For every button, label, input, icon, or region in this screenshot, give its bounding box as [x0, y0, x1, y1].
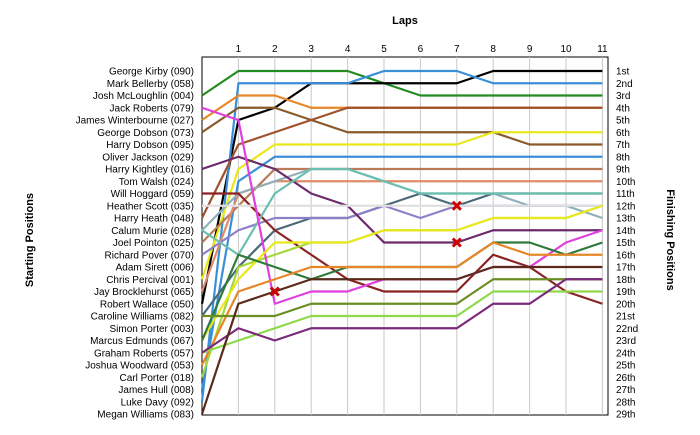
- starting-position-label: James Winterbourne (027): [76, 116, 194, 127]
- finishing-position-label: 14th: [616, 226, 635, 237]
- driver-line: [200, 69, 603, 402]
- driver-line: [201, 155, 603, 244]
- x-tick-label: 6: [418, 44, 424, 55]
- x-axis-title: Laps: [392, 15, 418, 27]
- starting-position-label: Robert Wallace (050): [100, 299, 194, 310]
- driver-line: [201, 290, 603, 354]
- starting-position-label: Megan Williams (083): [97, 410, 194, 421]
- starting-position-label: Simon Porter (003): [110, 324, 194, 335]
- starting-position-label: Jay Brocklehurst (065): [94, 287, 194, 298]
- starting-position-label: Jack Roberts (079): [110, 103, 194, 114]
- driver-line: [201, 106, 603, 146]
- driver-line: [200, 155, 603, 390]
- x-tick-label: 11: [597, 44, 608, 55]
- finishing-position-label: 11th: [616, 189, 635, 200]
- starting-position-label: James Hull (008): [118, 385, 194, 396]
- finishing-position-label: 6th: [616, 128, 630, 139]
- finishing-position-label: 3rd: [616, 91, 630, 102]
- starting-position-label: Carl Porter (018): [120, 373, 194, 384]
- finishing-position-label: 26th: [616, 373, 635, 384]
- starting-position-label: Oliver Jackson (029): [102, 152, 194, 163]
- finishing-position-label: 20th: [616, 299, 635, 310]
- starting-position-label: Josh McLoughlin (004): [93, 91, 194, 102]
- finishing-position-label: 9th: [616, 165, 630, 176]
- starting-position-label: Harry Dobson (095): [106, 140, 194, 151]
- starting-position-label: George Kirby (090): [109, 67, 194, 78]
- finishing-position-label: 19th: [616, 287, 635, 298]
- grid-lines: [237, 57, 603, 415]
- driver-line: [201, 167, 603, 244]
- finishing-position-label: 12th: [616, 201, 635, 212]
- finishing-position-label: 16th: [616, 250, 635, 261]
- starting-position-label: Will Hoggard (059): [111, 189, 194, 200]
- starting-position-label: Calum Murie (028): [111, 226, 194, 237]
- finishing-position-label: 10th: [616, 177, 635, 188]
- driver-line: [202, 278, 603, 318]
- incident-marker: [451, 237, 462, 248]
- starting-position-label: Tom Walsh (024): [119, 177, 194, 188]
- driver-line: [200, 131, 603, 280]
- finishing-position-label: 23rd: [616, 336, 636, 347]
- starting-position-label: Adam Sirett (006): [116, 263, 194, 274]
- incident-marker: [451, 200, 462, 211]
- incident-markers: [269, 200, 462, 297]
- x-tick-label: 2: [272, 44, 278, 55]
- finishing-position-label: 28th: [616, 397, 635, 408]
- x-tick-label: 10: [560, 44, 572, 55]
- driver-line: [201, 278, 603, 354]
- starting-position-label: Graham Roberts (057): [94, 348, 194, 359]
- driver-line: [200, 69, 603, 304]
- finishing-position-label: 17th: [616, 263, 635, 274]
- starting-position-label: Luke Davy (092): [121, 397, 194, 408]
- finishing-position-label: 15th: [616, 238, 635, 249]
- driver-line: [200, 265, 603, 415]
- starting-position-label: Joshua Woodward (053): [85, 361, 194, 372]
- starting-position-label: Harry Kightley (016): [105, 165, 194, 176]
- finishing-position-label: 7th: [616, 140, 630, 151]
- x-tick-label: 5: [381, 44, 387, 55]
- finishing-position-label: 5th: [616, 116, 630, 127]
- x-tick-label: 1: [236, 44, 242, 55]
- driver-line: [201, 204, 603, 342]
- finishing-position-label: 25th: [616, 361, 635, 372]
- finishing-position-label: 13th: [616, 214, 635, 225]
- starting-position-label: George Dobson (073): [97, 128, 194, 139]
- finishing-position-label: 24th: [616, 348, 635, 359]
- x-tick-label: 7: [454, 44, 460, 55]
- driver-line: [202, 192, 603, 305]
- starting-position-label: Mark Bellerby (058): [107, 79, 194, 90]
- finishing-position-label: 2nd: [616, 79, 633, 90]
- starting-position-label: Chris Percival (001): [106, 275, 194, 286]
- finishing-position-label: 29th: [616, 410, 635, 421]
- finishing-position-label: 8th: [616, 152, 630, 163]
- x-tick-labels: 1 2 3 4 5 6 7 8 9 10 11: [236, 44, 608, 55]
- driver-line: [201, 106, 603, 219]
- x-tick-label: 4: [345, 44, 351, 55]
- starting-position-label: Harry Heath (048): [114, 214, 194, 225]
- starting-position-label: Caroline Williams (082): [91, 312, 194, 323]
- starting-position-label: Joel Pointon (025): [113, 238, 194, 249]
- driver-line: [201, 241, 603, 366]
- finishing-position-label: 4th: [616, 103, 630, 114]
- x-tick-label: 3: [308, 44, 314, 55]
- starting-position-labels: George Kirby (090)Mark Bellerby (058)Jos…: [76, 67, 194, 421]
- x-tick-label: 9: [527, 44, 533, 55]
- driver-lines: [200, 69, 603, 415]
- driver-line: [201, 167, 603, 256]
- incident-marker: [269, 286, 280, 297]
- x-tick-label: 8: [490, 44, 496, 55]
- y-axis-title-left: Starting Positions: [24, 193, 36, 287]
- finishing-position-label: 1st: [616, 67, 630, 78]
- starting-position-label: Richard Pover (070): [105, 250, 194, 261]
- starting-position-label: Marcus Edmunds (067): [90, 336, 194, 347]
- y-axis-title-right: Finishing Positions: [664, 189, 676, 290]
- finishing-position-label: 18th: [616, 275, 635, 286]
- finishing-position-label: 21st: [616, 312, 635, 323]
- driver-line: [201, 69, 603, 97]
- finishing-position-label: 22nd: [616, 324, 638, 335]
- finishing-position-label: 27th: [616, 385, 635, 396]
- starting-position-label: Heather Scott (035): [107, 201, 194, 212]
